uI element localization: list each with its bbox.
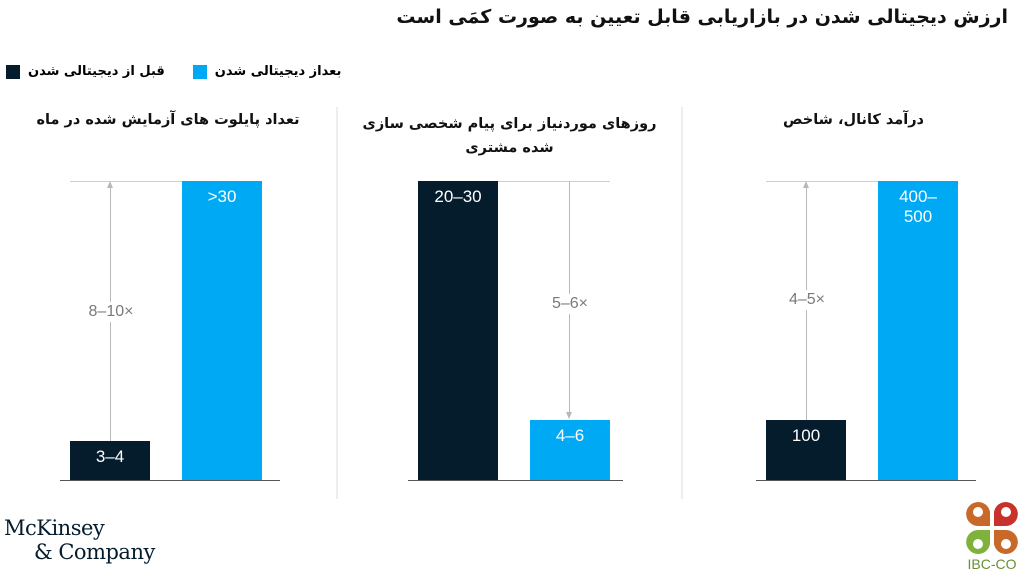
panel-divider [336, 107, 338, 499]
mckinsey-logo: McKinsey & Company [4, 516, 155, 564]
top-gridline [418, 181, 610, 182]
top-gridline [766, 181, 958, 182]
panel-title: روزهای موردنیاز برای پیام شخصی سازی شده … [338, 112, 681, 160]
ibc-co-text: IBC-CO [967, 556, 1017, 572]
bar-after: >30 [182, 181, 262, 480]
chart-title: ارزش دیجیتالی شدن در بازاریابی قابل تعیی… [396, 6, 1008, 28]
baseline [756, 480, 976, 481]
panel-title-line1: روزهای موردنیاز برای پیام شخصی سازی [362, 116, 657, 132]
legend-item-after: بعداز دیجیتالی شدن [192, 64, 342, 79]
bar-before: 20–30 [418, 181, 498, 480]
bar-after: 4–6 [530, 420, 610, 480]
legend-label-after: بعداز دیجیتالی شدن [214, 64, 342, 79]
bar-before: 3–4 [70, 441, 150, 480]
bar-before: 100 [766, 420, 846, 480]
arrow-up-icon [107, 181, 113, 188]
top-gridline [70, 181, 262, 182]
bar-after-label-line1: 400– [899, 187, 937, 206]
baseline [408, 480, 623, 481]
ibc-co-logo: IBC-CO [960, 498, 1024, 576]
multiplier-label: 4–5× [767, 290, 847, 310]
mckinsey-logo-line2: & Company [34, 540, 155, 564]
bar-after-label-line2: 500 [903, 207, 933, 226]
clover-icon [966, 502, 1018, 554]
legend-label-before: قبل از دیجیتالی شدن [28, 64, 165, 79]
arrow-down-icon [566, 412, 572, 419]
panel-divider [681, 107, 683, 499]
panel-title: تعداد پایلوت های آزمایش شده در ماه [36, 112, 300, 128]
legend: قبل از دیجیتالی شدن بعداز دیجیتالی شدن [6, 64, 369, 79]
legend-swatch-before [6, 64, 20, 79]
arrow-up-icon [803, 181, 809, 188]
legend-item-before: قبل از دیجیتالی شدن [6, 64, 165, 79]
mckinsey-logo-line1: McKinsey [4, 516, 105, 540]
multiplier-label: 8–10× [71, 302, 151, 322]
baseline [60, 480, 280, 481]
multiplier-label: 5–6× [530, 294, 610, 314]
panel-title: درآمد کانال، شاخص [783, 112, 924, 128]
legend-swatch-after [192, 64, 207, 79]
bar-after: 400– 500 [878, 181, 958, 480]
panel-title-line2: شده مشتری [465, 140, 554, 156]
